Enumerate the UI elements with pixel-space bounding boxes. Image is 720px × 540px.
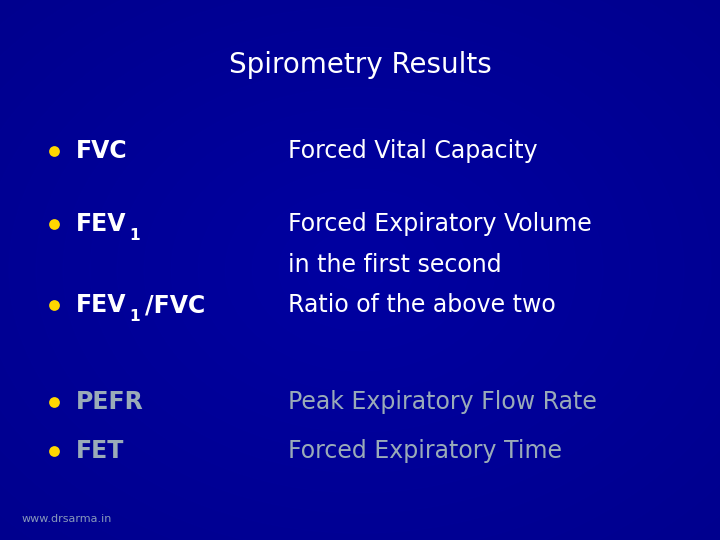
Text: FEV: FEV bbox=[76, 212, 126, 236]
Text: in the first second: in the first second bbox=[288, 253, 502, 276]
Text: Forced Expiratory Time: Forced Expiratory Time bbox=[288, 439, 562, 463]
Point bbox=[48, 301, 60, 309]
Text: FET: FET bbox=[76, 439, 124, 463]
Text: FVC: FVC bbox=[76, 139, 127, 163]
Text: Forced Expiratory Volume: Forced Expiratory Volume bbox=[288, 212, 592, 236]
Text: Ratio of the above two: Ratio of the above two bbox=[288, 293, 556, 317]
Text: Spirometry Results: Spirometry Results bbox=[229, 51, 491, 79]
Point bbox=[48, 398, 60, 407]
Text: 1: 1 bbox=[130, 228, 140, 244]
Text: PEFR: PEFR bbox=[76, 390, 143, 414]
Text: Peak Expiratory Flow Rate: Peak Expiratory Flow Rate bbox=[288, 390, 597, 414]
Point bbox=[48, 447, 60, 455]
Point bbox=[48, 147, 60, 156]
Text: FEV: FEV bbox=[76, 293, 126, 317]
Point bbox=[48, 220, 60, 228]
Text: /FVC: /FVC bbox=[145, 293, 206, 317]
Text: www.drsarma.in: www.drsarma.in bbox=[22, 514, 112, 524]
Text: Forced Vital Capacity: Forced Vital Capacity bbox=[288, 139, 538, 163]
Text: 1: 1 bbox=[130, 309, 140, 325]
